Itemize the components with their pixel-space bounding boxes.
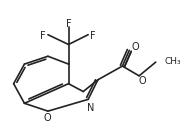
- Text: N: N: [87, 103, 95, 113]
- Text: O: O: [131, 42, 139, 52]
- Text: F: F: [90, 31, 96, 41]
- Text: F: F: [66, 19, 71, 29]
- Text: CH₃: CH₃: [164, 57, 181, 66]
- Text: O: O: [43, 113, 51, 123]
- Text: O: O: [138, 76, 146, 86]
- Text: F: F: [40, 31, 46, 41]
